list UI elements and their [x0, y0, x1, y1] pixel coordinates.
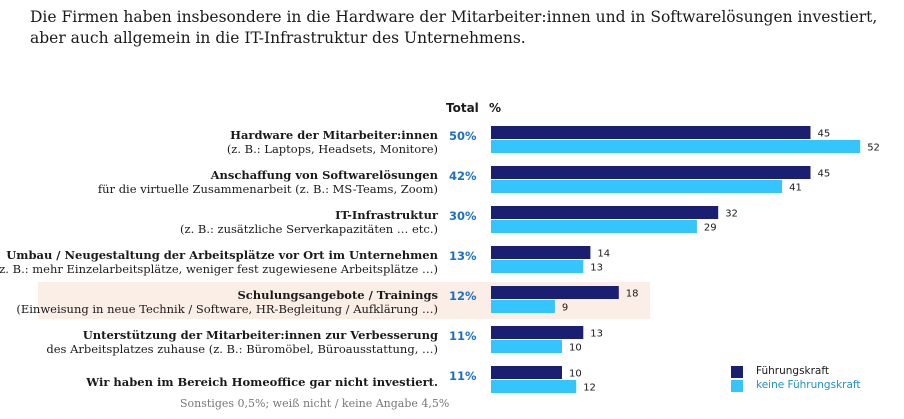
bar: [491, 246, 591, 259]
category-label-line2: für die virtuelle Zusammenarbeit (z. B.:…: [97, 182, 438, 196]
legend-swatch-keine-fuehrungskraft: [731, 380, 743, 392]
data-label: 13: [590, 329, 603, 340]
category-label-line1: Umbau / Neugestaltung der Arbeitsplätze …: [6, 248, 438, 262]
bar: [491, 260, 584, 273]
legend-label-keine-fuehrungskraft: keine Führungskraft: [756, 379, 861, 391]
category-label-line1: Hardware der Mitarbeiter:innen: [230, 128, 438, 142]
bar: [491, 140, 861, 153]
data-label: 41: [789, 183, 802, 194]
total-value: 11%: [449, 329, 477, 343]
footnote: Sonstiges 0,5%; weiß nicht / keine Angab…: [180, 397, 450, 410]
category-label-line1: Schulungsangebote / Trainings: [237, 288, 438, 302]
bar: [491, 286, 619, 299]
data-label: 18: [626, 289, 639, 300]
data-label: 45: [818, 129, 831, 140]
data-label: 45: [818, 169, 831, 180]
category-label-line2: (z. B.: zusätzliche Serverkapazitäten … …: [180, 222, 438, 236]
bar: [491, 206, 719, 219]
data-label: 9: [562, 303, 568, 314]
total-value: 13%: [449, 249, 477, 263]
bar: [491, 380, 577, 393]
category-label-line1: Anschaffung von Softwarelösungen: [210, 168, 438, 182]
category-label: Unterstützung der Mitarbeiter:innen zur …: [46, 328, 438, 356]
total-value: 12%: [449, 289, 477, 303]
category-label-line1: Unterstützung der Mitarbeiter:innen zur …: [82, 328, 438, 342]
category-label-line1: Wir haben im Bereich Homeoffice gar nich…: [86, 375, 438, 389]
category-label-line2: (Einweisung in neue Technik / Software, …: [16, 302, 438, 316]
category-label-line1: IT-Infrastruktur: [335, 208, 438, 222]
data-label: 12: [583, 383, 596, 394]
legend-swatch-fuehrungskraft: [731, 366, 743, 378]
bar: [491, 126, 811, 139]
category-label-line2: (z. B.: mehr Einzelarbeitsplätze, wenige…: [0, 262, 438, 276]
total-value: 42%: [449, 169, 477, 183]
category-label-line2: (z. B.: Laptops, Headsets, Monitore): [226, 142, 438, 156]
category-label: Anschaffung von Softwarelösungen für die …: [98, 168, 438, 196]
data-label: 10: [569, 343, 582, 354]
data-label: 14: [597, 249, 610, 260]
category-label: Umbau / Neugestaltung der Arbeitsplätze …: [0, 248, 438, 276]
category-label: Schulungsangebote / Trainings (Einweisung…: [16, 288, 438, 316]
data-label: 10: [569, 369, 582, 380]
bar: [491, 300, 555, 313]
legend-label-fuehrungskraft: Führungskraft: [756, 365, 829, 377]
bar: [491, 180, 783, 193]
data-label: 32: [725, 209, 738, 220]
bar: [491, 326, 584, 339]
category-label-line2: des Arbeitsplatzes zuhause (z. B.: Bürom…: [46, 342, 438, 356]
bar: [491, 166, 811, 179]
data-label: 52: [867, 143, 880, 154]
bar: [491, 340, 562, 353]
category-label: Hardware der Mitarbeiter:innen (z. B.: La…: [227, 128, 438, 156]
data-label: 29: [704, 223, 717, 234]
category-label: IT-Infrastruktur (z. B.: zusätzliche Serv…: [180, 208, 438, 236]
category-label: Wir haben im Bereich Homeoffice gar nich…: [86, 375, 438, 389]
total-value: 11%: [449, 369, 477, 383]
column-header-total: Total: [446, 101, 479, 115]
total-value: 30%: [449, 209, 477, 223]
data-label: 13: [590, 263, 603, 274]
bar: [491, 220, 697, 233]
chart-title: Die Firmen haben insbesondere in die Har…: [30, 8, 878, 47]
total-value: 50%: [449, 129, 477, 143]
bar: [491, 366, 562, 379]
column-header-percent: %: [489, 101, 502, 115]
